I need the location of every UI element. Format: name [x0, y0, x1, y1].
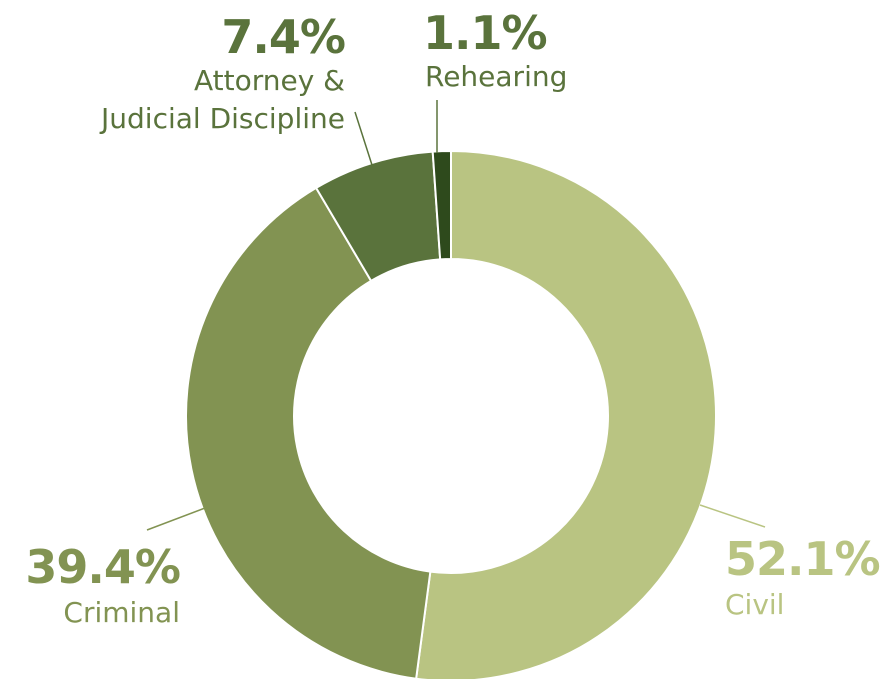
category-label: Criminal [63, 596, 180, 629]
leader-line [699, 504, 766, 528]
donut-segment [185, 186, 432, 679]
value-label: 7.4% [221, 10, 346, 64]
category-label: Rehearing [425, 60, 568, 93]
leader-line [146, 507, 206, 531]
category-label: Civil [725, 588, 785, 621]
category-label: Attorney & Judicial Discipline [101, 64, 345, 135]
value-label: 52.1% [725, 532, 881, 586]
value-label: 39.4% [25, 540, 181, 594]
value-label: 1.1% [423, 6, 548, 60]
donut-segment [431, 149, 452, 261]
donut-segment [415, 149, 717, 679]
leader-line [354, 111, 373, 166]
